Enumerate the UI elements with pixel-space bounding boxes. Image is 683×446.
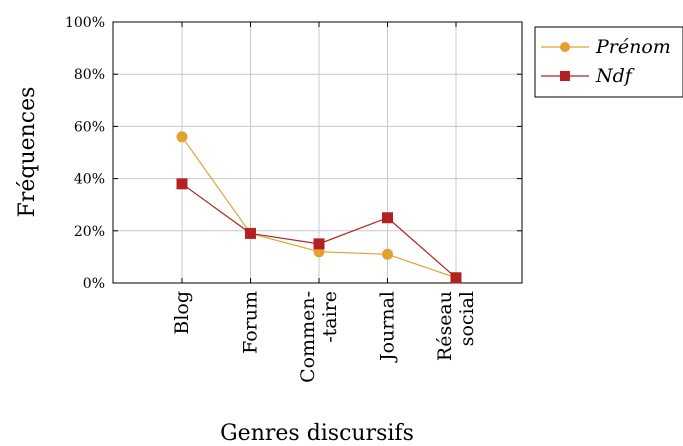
y-tick-label: 80%	[74, 67, 105, 83]
x-tick-label: -taire	[319, 291, 341, 343]
x-tick-label: Forum	[240, 291, 262, 354]
y-tick-label: 0%	[83, 276, 105, 292]
data-point-circle	[382, 248, 393, 260]
x-axis-label: Genres discursifs	[220, 421, 414, 446]
x-tick-label: Commen-	[297, 291, 319, 383]
legend-label: Ndf	[595, 65, 635, 87]
data-point-square	[313, 238, 325, 250]
data-point-circle	[176, 131, 188, 143]
x-tick-label: social	[456, 291, 478, 346]
x-tick-label: Réseau	[434, 291, 456, 361]
series-group	[176, 131, 462, 284]
y-tick-label: 100%	[65, 15, 105, 31]
y-tick-label: 20%	[74, 224, 105, 240]
x-ticks: Blog Forum Commen- -taire Journal Réseau socia…	[171, 22, 478, 383]
legend-marker-square	[560, 71, 570, 81]
x-tick-label: Journal	[377, 291, 399, 363]
x-tick-label: Blog	[171, 291, 193, 335]
y-ticks: 0% 20% 40% 60% 80% 100%	[65, 15, 522, 292]
y-tick-label: 40%	[74, 172, 105, 188]
data-point-square	[176, 178, 188, 190]
data-point-square	[245, 227, 256, 239]
legend: Prénom Ndf	[534, 26, 683, 98]
plot-frame	[112, 21, 523, 284]
legend-marker-circle	[560, 42, 570, 52]
y-tick-label: 60%	[74, 119, 105, 135]
legend-label: Prénom	[595, 36, 671, 58]
y-axis-label: Fréquences	[15, 87, 40, 218]
legend-frame	[534, 26, 683, 98]
data-point-square	[450, 272, 462, 284]
data-point-square	[382, 212, 393, 224]
